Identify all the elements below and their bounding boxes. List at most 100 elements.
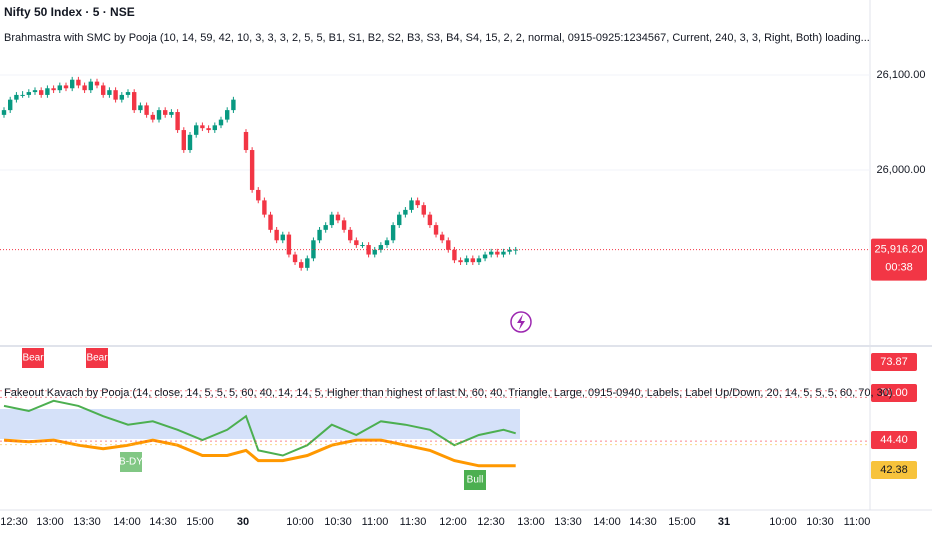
icon-bolt bbox=[517, 314, 525, 330]
candle-body bbox=[169, 112, 174, 115]
candle-body bbox=[403, 209, 408, 215]
signal-label: B-DY bbox=[119, 457, 143, 468]
last-price-tag bbox=[871, 238, 927, 281]
candle-body bbox=[256, 189, 261, 201]
candle-body bbox=[231, 99, 236, 111]
value-tag bbox=[871, 353, 917, 371]
candle-body bbox=[39, 90, 44, 95]
icon-ring bbox=[510, 311, 532, 333]
candle-body bbox=[433, 225, 439, 235]
candle-body bbox=[57, 85, 62, 91]
x-tick-label: 10:00 bbox=[286, 516, 314, 528]
x-tick-label: 14:00 bbox=[113, 516, 141, 528]
zone-box bbox=[0, 409, 520, 439]
candle-body bbox=[138, 105, 143, 111]
signal-label-box bbox=[120, 452, 142, 472]
candle-body bbox=[489, 251, 494, 255]
candle-body bbox=[458, 260, 463, 263]
candle-body bbox=[329, 214, 335, 226]
indicator-line bbox=[3, 438, 516, 468]
value-tag-label: 42.38 bbox=[880, 464, 908, 476]
candle-body bbox=[421, 205, 426, 215]
candle-body bbox=[360, 245, 365, 247]
indicator-title: Fakeout Kavach by Pooja (14, close, 14, … bbox=[4, 387, 893, 399]
candle-body bbox=[14, 94, 19, 100]
last-price-label: 25,916.20 bbox=[875, 244, 924, 256]
candle-body bbox=[495, 251, 500, 255]
candle-body bbox=[427, 214, 433, 226]
candle-body bbox=[113, 90, 118, 100]
candle-body bbox=[187, 134, 193, 151]
value-tag-label: 44.40 bbox=[880, 434, 908, 446]
candle-body bbox=[354, 240, 359, 246]
value-tag-label: 73.87 bbox=[880, 356, 908, 368]
signal-label: Bear bbox=[22, 353, 44, 364]
candle-body bbox=[144, 105, 149, 115]
candle-body bbox=[280, 234, 285, 241]
candle-body bbox=[132, 92, 137, 111]
value-tag bbox=[871, 431, 917, 449]
lightning-icon bbox=[510, 311, 532, 333]
x-tick-label: 10:30 bbox=[806, 516, 834, 528]
x-tick-label: 12:00 bbox=[439, 516, 467, 528]
candle-body bbox=[464, 258, 469, 263]
candle-body bbox=[366, 245, 371, 255]
indicator-title: Brahmastra with SMC by Pooja (10, 14, 59… bbox=[4, 32, 870, 44]
chart-title: Nifty 50 Index · 5 · NSE bbox=[4, 5, 135, 19]
x-tick-label: 13:30 bbox=[73, 516, 101, 528]
x-tick-label: 14:30 bbox=[149, 516, 177, 528]
signal-label: Bull bbox=[467, 475, 484, 486]
candle-body bbox=[125, 92, 131, 95]
candle-body bbox=[212, 125, 217, 131]
candle-body bbox=[119, 94, 124, 100]
candle-body bbox=[200, 125, 205, 129]
candle-body bbox=[76, 79, 81, 86]
candle-body bbox=[175, 112, 180, 131]
candle-body bbox=[384, 240, 390, 246]
candle-body bbox=[446, 240, 451, 250]
candle-body bbox=[107, 90, 112, 95]
x-tick-label: 14:30 bbox=[629, 516, 657, 528]
y-tick-label: 26,100.00 bbox=[877, 69, 926, 81]
candle-body bbox=[243, 131, 249, 151]
candle-body bbox=[163, 110, 168, 115]
candle-body bbox=[150, 114, 155, 120]
countdown-label: 00:38 bbox=[885, 262, 913, 274]
candle-body bbox=[70, 79, 75, 89]
candle-body bbox=[101, 85, 106, 95]
x-tick-label: 15:00 bbox=[186, 516, 214, 528]
candle-body bbox=[225, 110, 230, 120]
signal-label: Bear bbox=[86, 353, 108, 364]
candle-body bbox=[8, 99, 13, 111]
candle-body bbox=[63, 85, 69, 89]
candle-body bbox=[26, 92, 31, 95]
candles bbox=[1, 76, 518, 271]
candle-body bbox=[268, 214, 273, 230]
value-tag bbox=[871, 384, 917, 402]
candle-body bbox=[439, 234, 445, 241]
candle-body bbox=[20, 94, 25, 96]
candle-body bbox=[390, 225, 396, 241]
x-tick-label: 13:00 bbox=[517, 516, 545, 528]
candle-body bbox=[409, 200, 414, 210]
x-tick-label: 10:30 bbox=[324, 516, 352, 528]
x-tick-label: 11:00 bbox=[844, 516, 871, 528]
x-tick-label: 31 bbox=[718, 516, 730, 528]
candle-body bbox=[218, 119, 224, 126]
candle-body bbox=[249, 150, 255, 190]
value-tag bbox=[871, 461, 917, 479]
candle-body bbox=[88, 81, 93, 91]
candle-body bbox=[181, 130, 186, 151]
x-tick-label: 11:00 bbox=[362, 516, 389, 528]
candle-body bbox=[415, 200, 420, 206]
x-tick-label: 13:00 bbox=[36, 516, 64, 528]
candle-body bbox=[45, 88, 50, 95]
candle-body bbox=[476, 258, 482, 263]
x-tick-label: 30 bbox=[237, 516, 249, 528]
candle-body bbox=[348, 229, 353, 241]
candle-body bbox=[317, 229, 322, 241]
signal-label-box bbox=[86, 348, 108, 368]
candle-body bbox=[311, 240, 316, 259]
